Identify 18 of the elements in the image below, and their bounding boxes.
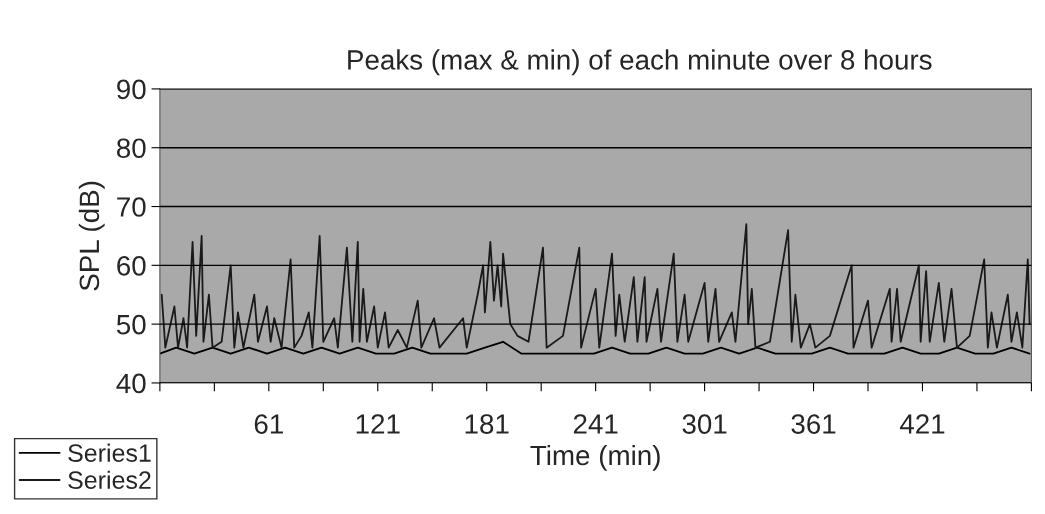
x-tick-label: 361 bbox=[791, 414, 836, 434]
y-tick-label: 50 bbox=[116, 314, 146, 335]
chart-title: Peaks (max & min) of each minute over 8 hours bbox=[348, 49, 932, 76]
x-tick-label: 421 bbox=[899, 414, 945, 434]
legend-label: Series2 bbox=[68, 470, 151, 489]
x-tick-label: 241 bbox=[573, 414, 618, 434]
legend-label: Series1 bbox=[68, 443, 151, 462]
y-axis-title: SPL (dB) bbox=[78, 181, 105, 291]
y-tick-label: 90 bbox=[117, 79, 146, 100]
x-tick-label: 121 bbox=[356, 414, 400, 434]
y-tick-label: 40 bbox=[116, 373, 146, 394]
y-tick-label: 60 bbox=[117, 256, 146, 276]
y-tick-label: 80 bbox=[117, 138, 146, 159]
y-tick-label: 70 bbox=[117, 197, 146, 217]
x-axis-title: Time (min) bbox=[530, 444, 660, 471]
x-tick-label: 181 bbox=[465, 414, 509, 434]
x-tick-label: 301 bbox=[682, 414, 727, 434]
x-tick-label: 61 bbox=[254, 414, 283, 434]
